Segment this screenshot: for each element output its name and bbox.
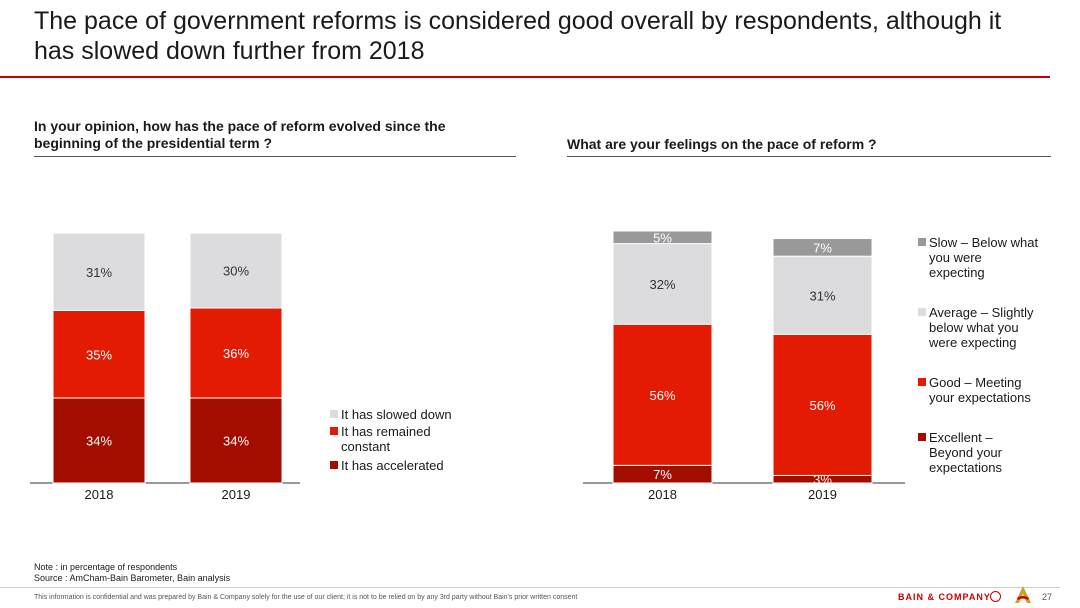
note-text: Note : in percentage of respondents: [34, 562, 178, 572]
bar-segment: [189, 232, 283, 309]
bar-segment: [612, 230, 713, 245]
bar-segment: [772, 255, 873, 335]
bar-segment: [772, 238, 873, 257]
footer-divider: [0, 587, 1060, 588]
data-label: 34%: [86, 434, 112, 449]
bar-segment: [189, 307, 283, 399]
data-label: 34%: [223, 434, 249, 449]
amcham-logo-icon: [1015, 586, 1031, 603]
data-label: 31%: [86, 265, 112, 280]
page-number: 27: [1042, 592, 1053, 602]
category-label: 2018: [85, 487, 114, 502]
legend-swatch: [330, 461, 338, 469]
bain-logo-icon: [990, 591, 1001, 602]
left-question-divider: [34, 156, 516, 157]
legend-label: It has accelerated: [341, 458, 444, 473]
data-label: 3%: [813, 472, 832, 487]
legend-label: It has remained constant: [341, 424, 431, 454]
category-label: 2018: [648, 487, 677, 502]
title-divider: [0, 76, 1050, 78]
legend-label: Good – Meeting your expectations: [929, 375, 1031, 405]
legend-swatch: [918, 433, 926, 441]
data-label: 7%: [813, 240, 832, 255]
legend-label: Excellent – Beyond your expectations: [929, 430, 1003, 475]
data-label: 56%: [809, 398, 835, 413]
data-label: 32%: [649, 277, 675, 292]
data-label: 5%: [653, 230, 672, 245]
bar-segment: [52, 397, 146, 484]
data-label: 7%: [653, 467, 672, 482]
legend-label: Slow – Below what you were expecting: [929, 235, 1038, 280]
data-label: 31%: [809, 288, 835, 303]
bar-segment: [52, 232, 146, 311]
bar-segment: [189, 397, 283, 484]
source-text: Source : AmCham-Bain Barometer, Bain ana…: [34, 573, 231, 583]
legend-swatch: [918, 308, 926, 316]
bar-segment: [772, 333, 873, 476]
bar-segment: [612, 243, 713, 325]
right-question-divider: [567, 156, 1051, 157]
category-label: 2019: [222, 487, 251, 502]
confidentiality-disclaimer: This information is confidential and was…: [34, 594, 578, 601]
data-label: 36%: [223, 346, 249, 361]
footnote: Note : in percentage of respondents Sour…: [34, 562, 230, 584]
legend-swatch: [330, 427, 338, 435]
category-label: 2019: [808, 487, 837, 502]
data-label: 35%: [86, 347, 112, 362]
right-chart-question: What are your feelings on the pace of re…: [567, 136, 877, 152]
legend-swatch: [330, 410, 338, 418]
brand-logo-text: BAIN & COMPANY: [898, 592, 991, 602]
left-chart-question: In your opinion, how has the pace of ref…: [34, 118, 446, 151]
legend-swatch: [918, 238, 926, 246]
data-label: 56%: [649, 388, 675, 403]
legend-label: Average – Slightly below what you were exp…: [928, 305, 1034, 350]
data-label: 30%: [223, 264, 249, 279]
legend-label: It has slowed down: [341, 407, 452, 422]
legend-swatch: [918, 378, 926, 386]
bar-segment: [52, 310, 146, 399]
page-title: The pace of government reforms is consid…: [34, 7, 1002, 65]
